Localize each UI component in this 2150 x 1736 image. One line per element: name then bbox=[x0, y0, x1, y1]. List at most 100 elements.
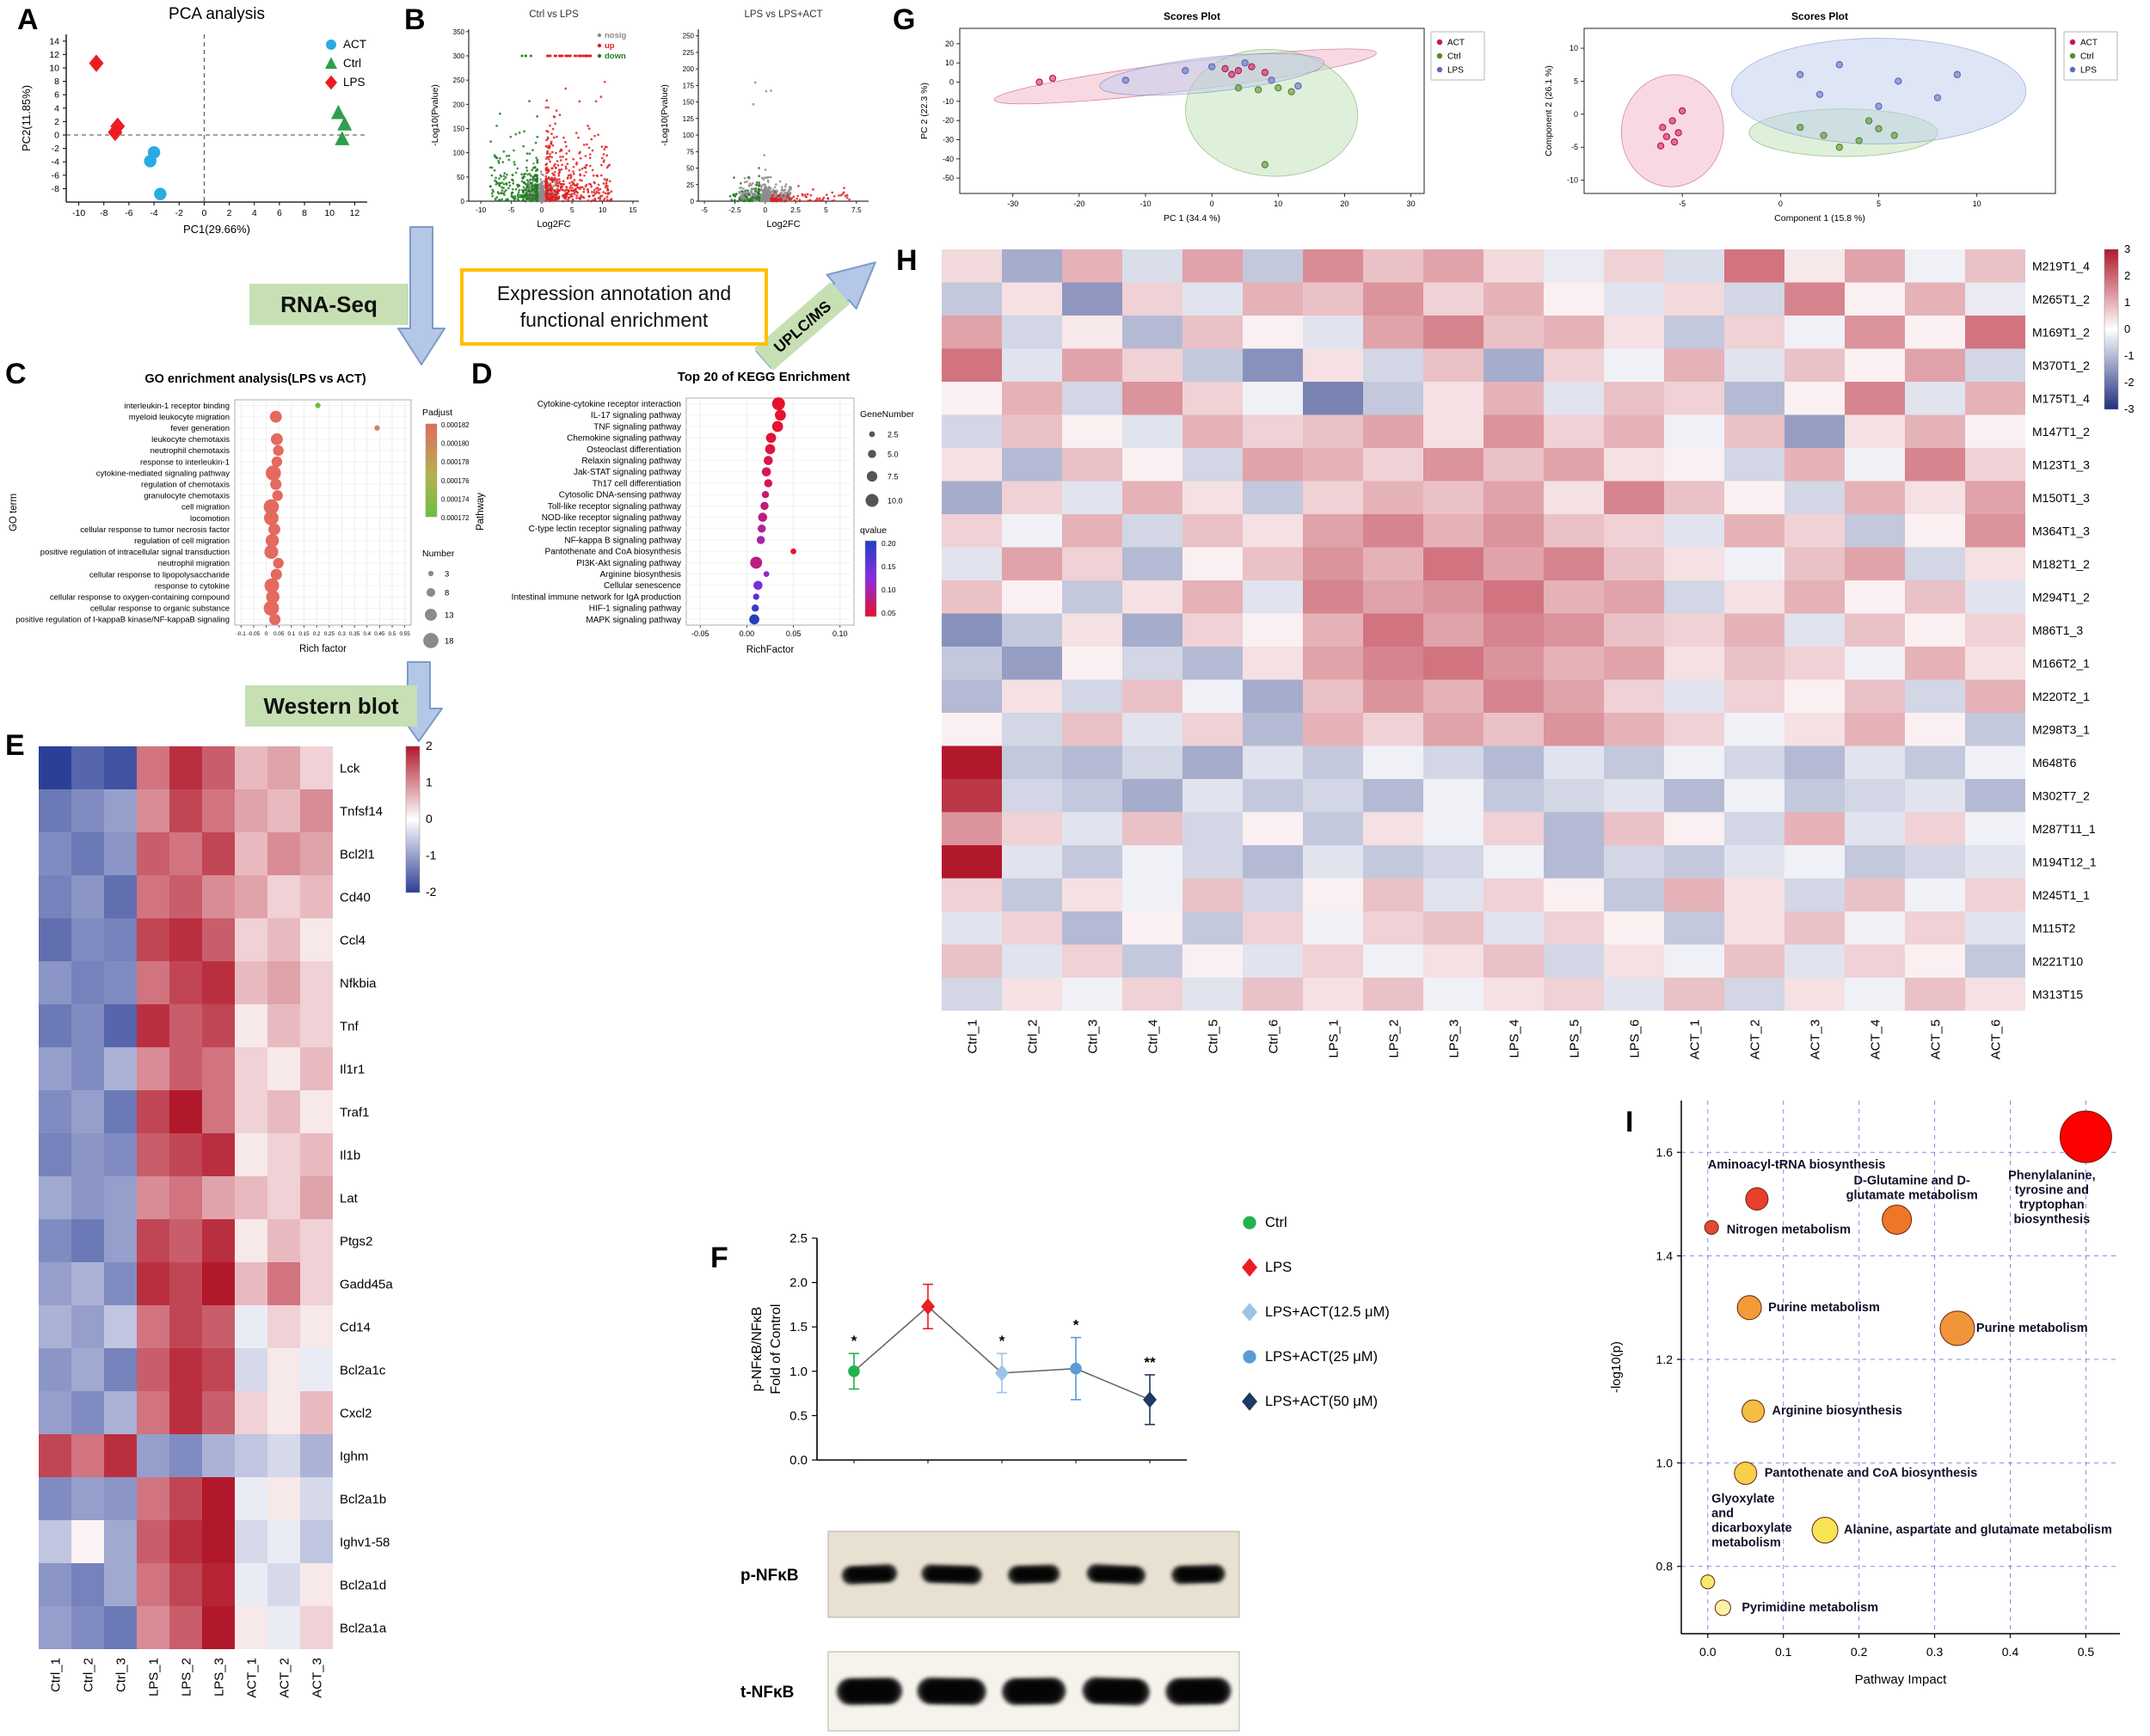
svg-text:M287T11_1: M287T11_1 bbox=[2032, 822, 2096, 836]
svg-text:-20: -20 bbox=[943, 116, 954, 125]
svg-text:Component 2 (26.1 %): Component 2 (26.1 %) bbox=[1544, 65, 1554, 156]
svg-text:Tnf: Tnf bbox=[340, 1019, 359, 1034]
western-blot-strips: p-NFκB t-NFκB bbox=[740, 1531, 1240, 1732]
svg-text:10: 10 bbox=[599, 205, 607, 214]
down-arrow-rnaseq bbox=[397, 226, 445, 365]
svg-text:6: 6 bbox=[277, 208, 282, 218]
svg-text:0.05: 0.05 bbox=[273, 631, 285, 637]
gene-heatmap: Lck Tnfsf14 Bcl2l1 Cd40 Ccl4 Nfkbia Tnf Il1r1 Tr… bbox=[39, 739, 437, 1698]
svg-text:Ctrl_5: Ctrl_5 bbox=[1206, 1020, 1220, 1054]
svg-text:Arginine biosynthesis: Arginine biosynthesis bbox=[600, 570, 682, 580]
svg-text:M265T1_2: M265T1_2 bbox=[2032, 292, 2090, 306]
svg-text:75: 75 bbox=[686, 148, 694, 156]
svg-text:125: 125 bbox=[683, 115, 695, 123]
svg-text:50: 50 bbox=[457, 174, 464, 181]
svg-text:-5: -5 bbox=[1571, 143, 1578, 151]
svg-text:-20: -20 bbox=[1073, 199, 1084, 208]
svg-text:-8: -8 bbox=[100, 208, 108, 218]
svg-text:Ctrl: Ctrl bbox=[343, 57, 361, 70]
svg-text:0.4: 0.4 bbox=[363, 631, 371, 637]
svg-text:2: 2 bbox=[54, 117, 59, 127]
svg-text:NOD-like receptor signaling pa: NOD-like receptor signaling pathway bbox=[542, 513, 681, 523]
svg-text:1.5: 1.5 bbox=[789, 1320, 808, 1334]
svg-text:-3: -3 bbox=[2124, 402, 2135, 415]
svg-text:2.5: 2.5 bbox=[789, 1231, 808, 1246]
svg-text:nosig: nosig bbox=[605, 31, 627, 40]
svg-text:0.25: 0.25 bbox=[324, 631, 335, 637]
svg-text:LPS: LPS bbox=[1265, 1260, 1292, 1275]
svg-text:LPS_1: LPS_1 bbox=[1326, 1020, 1341, 1058]
svg-text:Relaxin signaling pathway: Relaxin signaling pathway bbox=[581, 457, 681, 466]
svg-text:Nfkbia: Nfkbia bbox=[340, 976, 377, 991]
svg-text:M169T1_2: M169T1_2 bbox=[2032, 325, 2090, 339]
svg-text:LPS: LPS bbox=[2080, 66, 2097, 76]
svg-text:M648T6: M648T6 bbox=[2032, 756, 2077, 770]
svg-text:3: 3 bbox=[445, 570, 449, 580]
svg-text:0.05: 0.05 bbox=[882, 609, 896, 617]
svg-text:0.000180: 0.000180 bbox=[441, 440, 470, 448]
svg-text:Arginine biosynthesis: Arginine biosynthesis bbox=[1772, 1404, 1902, 1418]
svg-text:0.000174: 0.000174 bbox=[441, 495, 470, 503]
svg-text:Ctrl: Ctrl bbox=[1447, 52, 1461, 62]
svg-text:250: 250 bbox=[683, 33, 695, 40]
svg-text:50: 50 bbox=[686, 165, 694, 173]
svg-text:M302T7_2: M302T7_2 bbox=[2032, 788, 2090, 802]
svg-text:Ctrl_2: Ctrl_2 bbox=[81, 1658, 95, 1692]
svg-text:MAPK signaling pathway: MAPK signaling pathway bbox=[586, 616, 681, 625]
svg-text:0.5: 0.5 bbox=[389, 631, 396, 637]
svg-text:ACT_1: ACT_1 bbox=[244, 1658, 259, 1698]
svg-text:Pyrimidine metabolism: Pyrimidine metabolism bbox=[1742, 1601, 1878, 1615]
svg-text:Lck: Lck bbox=[340, 761, 360, 776]
svg-text:-log10(p): -log10(p) bbox=[1609, 1341, 1624, 1393]
svg-text:0.000182: 0.000182 bbox=[441, 421, 470, 429]
svg-text:tyrosine and: tyrosine and bbox=[2015, 1183, 2089, 1197]
svg-text:-4: -4 bbox=[52, 157, 59, 168]
svg-text:5: 5 bbox=[570, 205, 574, 214]
svg-text:tryptophan: tryptophan bbox=[2019, 1198, 2085, 1212]
svg-text:LPS_1: LPS_1 bbox=[146, 1658, 161, 1696]
svg-text:1.6: 1.6 bbox=[1656, 1145, 1674, 1159]
svg-text:0: 0 bbox=[763, 205, 767, 214]
svg-text:5: 5 bbox=[1877, 199, 1881, 208]
svg-text:2.5: 2.5 bbox=[790, 205, 801, 214]
svg-text:regulation of cell migration: regulation of cell migration bbox=[134, 537, 230, 546]
svg-text:Cxcl2: Cxcl2 bbox=[340, 1406, 372, 1420]
svg-text:cellular response to tumor nec: cellular response to tumor necrosis fact… bbox=[80, 525, 230, 535]
svg-text:Ctrl vs LPS: Ctrl vs LPS bbox=[529, 9, 579, 20]
svg-text:Il1b: Il1b bbox=[340, 1148, 360, 1162]
svg-text:-2: -2 bbox=[52, 144, 59, 154]
volcano-plot-lps-vs-lpsact: LPS vs LPS+ACT -5 -2.5 0 2.5 5 7.5 0 25 50 75 100 12… bbox=[660, 9, 869, 230]
svg-text:ACT_5: ACT_5 bbox=[1928, 1020, 1943, 1060]
svg-text:M221T10: M221T10 bbox=[2032, 954, 2083, 968]
svg-text:PC 1 (34.4 %): PC 1 (34.4 %) bbox=[1164, 213, 1220, 224]
svg-text:M175T1_4: M175T1_4 bbox=[2032, 391, 2090, 405]
svg-text:0: 0 bbox=[539, 205, 544, 214]
svg-text:Cd40: Cd40 bbox=[340, 890, 371, 905]
svg-text:Gadd45a: Gadd45a bbox=[340, 1277, 393, 1291]
svg-text:4: 4 bbox=[252, 208, 257, 218]
svg-text:positive regulation of intrace: positive regulation of intracellular sig… bbox=[40, 548, 230, 557]
svg-text:-50: -50 bbox=[943, 174, 954, 182]
svg-text:0.000178: 0.000178 bbox=[441, 458, 470, 466]
svg-text:0: 0 bbox=[2124, 322, 2130, 335]
svg-text:Ctrl_6: Ctrl_6 bbox=[1266, 1020, 1281, 1054]
svg-text:Pathway Impact: Pathway Impact bbox=[1855, 1672, 1948, 1687]
svg-text:ACT_6: ACT_6 bbox=[1988, 1020, 2003, 1060]
svg-text:-30: -30 bbox=[1007, 199, 1018, 208]
svg-text:response to cytokine: response to cytokine bbox=[155, 581, 230, 591]
svg-text:LPS: LPS bbox=[1447, 66, 1464, 76]
svg-text:M147T1_2: M147T1_2 bbox=[2032, 425, 2090, 439]
svg-text:LPS_6: LPS_6 bbox=[1627, 1020, 1642, 1058]
pca-scatter-chart: PCA analysis -10 -8 -6 -4 -2 0 2 4 6 8 10 12 -8 -6 -4 -2… bbox=[20, 5, 367, 236]
svg-text:Ighm: Ighm bbox=[340, 1449, 368, 1463]
svg-text:M364T1_3: M364T1_3 bbox=[2032, 524, 2090, 537]
svg-text:M166T2_1: M166T2_1 bbox=[2032, 656, 2090, 670]
panel-letter-i: I bbox=[1625, 1106, 1634, 1138]
svg-text:qvalue: qvalue bbox=[860, 525, 887, 536]
svg-text:cell migration: cell migration bbox=[181, 503, 230, 512]
svg-text:1.0: 1.0 bbox=[1656, 1456, 1674, 1469]
svg-text:Pathway: Pathway bbox=[476, 493, 486, 531]
svg-text:100: 100 bbox=[683, 132, 695, 139]
svg-text:-0.05: -0.05 bbox=[691, 629, 710, 638]
svg-text:8: 8 bbox=[445, 589, 449, 598]
